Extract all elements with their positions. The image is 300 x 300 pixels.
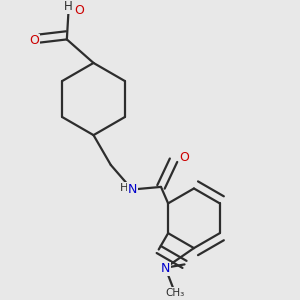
Text: CH₃: CH₃ <box>165 288 184 298</box>
Text: O: O <box>179 151 189 164</box>
Text: N: N <box>128 183 137 196</box>
Text: O: O <box>30 34 40 47</box>
Text: H: H <box>64 0 73 13</box>
Text: H: H <box>120 182 128 193</box>
Text: O: O <box>74 4 84 17</box>
Text: N: N <box>160 262 170 275</box>
